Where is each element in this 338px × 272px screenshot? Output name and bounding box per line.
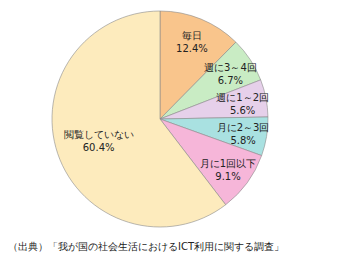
data-label: 5.6% [230,105,255,116]
chart: 毎日 12.4% 週に3～4回 6.7% 週に1～2回 5.6% 月に2～3回 5.8% 月に1… [0,0,338,272]
pie-slice [52,11,226,227]
pie [52,11,268,227]
slice-category-label: 週に3～4回 [204,62,257,73]
slice-category-label: 月に2～3回 [217,122,270,133]
source-note: （出典）「我が国の社会生活におけるICT利用に関する調査」 [8,241,284,252]
data-label: 60.4% [83,142,115,153]
data-label: 9.1% [215,171,240,182]
data-label: 12.4% [176,43,208,54]
slice-category-label: 月に1回以下 [200,158,256,169]
slice-category-label: 毎日 [182,30,202,41]
slice-category-label: 週に1～2回 [216,92,269,103]
data-labels: 毎日 12.4% 週に3～4回 6.7% 週に1～2回 5.6% 月に2～3回 5.8% 月に1… [64,30,270,182]
data-label: 5.8% [230,135,255,146]
slice-category-label: 閲覧していない [64,129,134,140]
data-label: 6.7% [218,75,243,86]
